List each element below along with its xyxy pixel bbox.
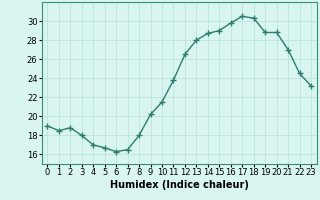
X-axis label: Humidex (Indice chaleur): Humidex (Indice chaleur) xyxy=(110,180,249,190)
